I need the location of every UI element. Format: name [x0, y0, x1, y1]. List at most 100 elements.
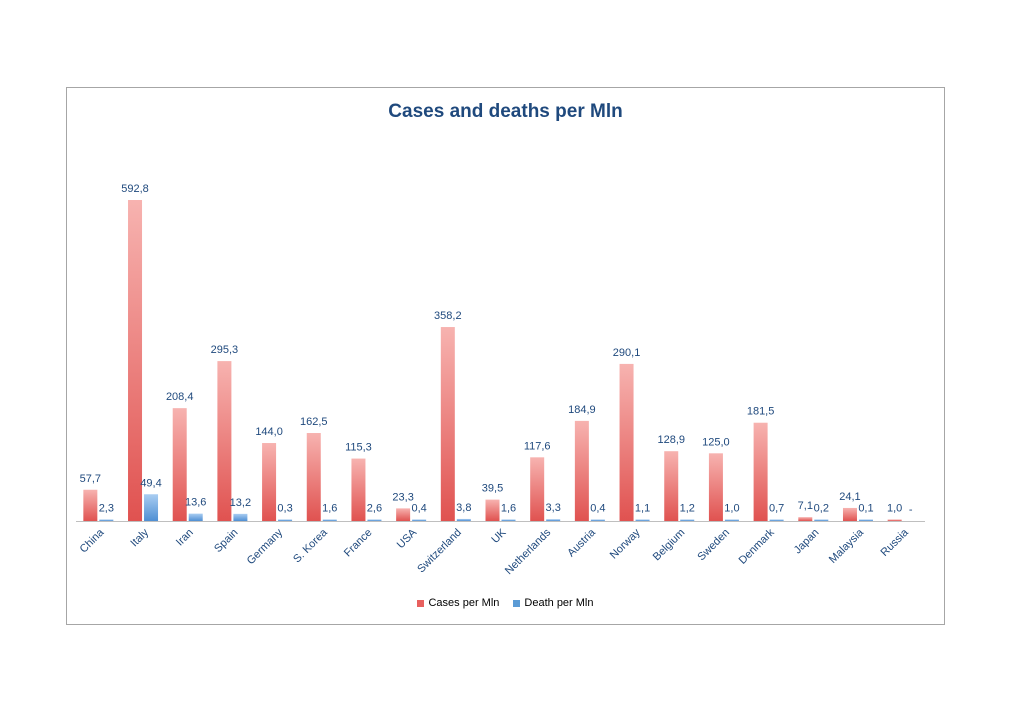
bar-cases — [574, 420, 589, 521]
bar-deaths — [322, 519, 337, 521]
data-label-cases: 7,1 — [798, 500, 813, 512]
data-label-cases: 208,4 — [166, 391, 194, 403]
data-label-cases: 115,3 — [345, 442, 372, 454]
data-label-cases: 23,3 — [392, 491, 413, 503]
data-label-cases: 24,1 — [839, 491, 860, 503]
data-label-cases: 162,5 — [300, 416, 328, 428]
data-label-deaths: 1,6 — [501, 503, 516, 515]
bar-cases — [798, 517, 813, 521]
x-tick-label: Japan — [792, 527, 822, 557]
data-label-cases: 181,5 — [747, 406, 775, 418]
data-label-cases: 295,3 — [211, 344, 239, 356]
x-tick-label: Norway — [608, 526, 643, 561]
bar-cases — [842, 507, 857, 521]
bar-cases — [530, 457, 545, 521]
data-label-deaths: 0,4 — [590, 503, 605, 515]
bar-cases — [396, 508, 411, 521]
legend-swatch-cases — [417, 599, 425, 607]
data-label-deaths: 0,7 — [769, 503, 784, 515]
data-label-deaths: 0,1 — [858, 503, 873, 515]
data-label-cases: 184,9 — [568, 404, 596, 416]
data-label-cases: 358,2 — [434, 310, 462, 322]
legend-label-deaths: Death per Mln — [524, 597, 594, 609]
x-tick-label: Italy — [128, 526, 151, 549]
bar-cases — [708, 453, 723, 521]
x-tick-label: Austria — [565, 526, 598, 559]
data-label-deaths: 49,4 — [140, 477, 161, 489]
legend-label-cases: Cases per Mln — [428, 597, 500, 609]
data-label-deaths: 2,6 — [367, 503, 382, 515]
bar-deaths — [99, 519, 114, 521]
data-label-deaths: 3,8 — [456, 502, 471, 514]
legend: Cases per Mln Death per Mln — [0, 597, 1011, 609]
x-tick-label: Sweden — [695, 527, 732, 564]
data-label-deaths: 2,3 — [99, 503, 114, 515]
data-label-cases: 117,6 — [524, 440, 551, 452]
data-label-deaths: 1,0 — [724, 503, 739, 515]
x-tick-label: China — [78, 526, 107, 555]
data-label-deaths: 0,4 — [411, 503, 426, 515]
bar-cases — [172, 408, 187, 521]
x-tick-label: France — [342, 527, 375, 560]
bar-deaths — [814, 519, 829, 521]
bar-cases — [306, 433, 321, 521]
chart-title: Cases and deaths per Mln — [388, 101, 623, 122]
data-label-cases: 1,0 — [887, 503, 902, 515]
bar-cases — [217, 361, 232, 521]
data-label-cases: 125,0 — [702, 436, 730, 448]
legend-swatch-deaths — [513, 599, 521, 607]
data-label-cases: 144,0 — [255, 426, 283, 438]
x-tick-label: Iran — [174, 527, 196, 549]
bar-cases — [262, 443, 277, 521]
x-tick-label: Belgium — [651, 527, 688, 564]
legend-item-cases: Cases per Mln — [417, 597, 499, 609]
x-tick-label: USA — [395, 526, 420, 551]
x-tick-label: Malaysia — [827, 526, 867, 566]
bar-cases — [128, 200, 143, 521]
x-tick-label: Germany — [245, 526, 286, 567]
bar-cases — [887, 519, 902, 521]
bar-deaths — [546, 519, 561, 521]
bar-deaths — [456, 518, 471, 521]
data-label-cases: 128,9 — [657, 434, 685, 446]
x-tick-label: Switzerland — [415, 527, 464, 576]
bar-deaths — [501, 519, 516, 521]
bar-deaths — [144, 494, 159, 521]
bar-cases — [619, 363, 634, 521]
bar-cases — [83, 489, 98, 521]
x-tick-label: Denmark — [737, 526, 777, 566]
data-label-cases: 290,1 — [613, 347, 641, 359]
bar-deaths — [188, 513, 203, 521]
data-label-deaths: 0,3 — [277, 503, 292, 515]
bar-deaths — [278, 519, 293, 521]
data-label-deaths: 0,2 — [814, 503, 829, 515]
x-tick-label: Russia — [879, 526, 912, 559]
data-label-cases: 39,5 — [482, 483, 503, 495]
bar-cases — [440, 327, 455, 521]
chart-frame — [66, 87, 945, 625]
bar-deaths — [590, 519, 605, 521]
x-tick-label: Netherlands — [503, 526, 554, 577]
data-label-deaths: 1,2 — [680, 503, 695, 515]
x-tick-label: Spain — [212, 527, 240, 555]
x-tick-label: UK — [489, 526, 509, 546]
bar-cases — [753, 422, 768, 521]
bar-deaths — [367, 519, 382, 521]
data-label-deaths: 3,3 — [546, 502, 561, 514]
bar-deaths — [680, 519, 695, 521]
bar-deaths — [233, 513, 248, 521]
legend-item-deaths: Death per Mln — [513, 597, 594, 609]
bar-deaths — [724, 519, 739, 521]
bar-deaths — [858, 519, 873, 521]
data-label-deaths: 13,2 — [230, 497, 251, 509]
data-label-deaths: 13,6 — [185, 497, 206, 509]
bar-cases — [485, 499, 500, 521]
data-label-cases: 592,8 — [121, 183, 149, 195]
data-label-deaths: 1,1 — [635, 503, 650, 515]
x-tick-label: S. Korea — [291, 526, 330, 565]
bar-cases — [664, 451, 679, 521]
data-label-cases: 57,7 — [80, 473, 101, 485]
bar-deaths — [769, 519, 784, 521]
bar-cases — [351, 458, 366, 521]
